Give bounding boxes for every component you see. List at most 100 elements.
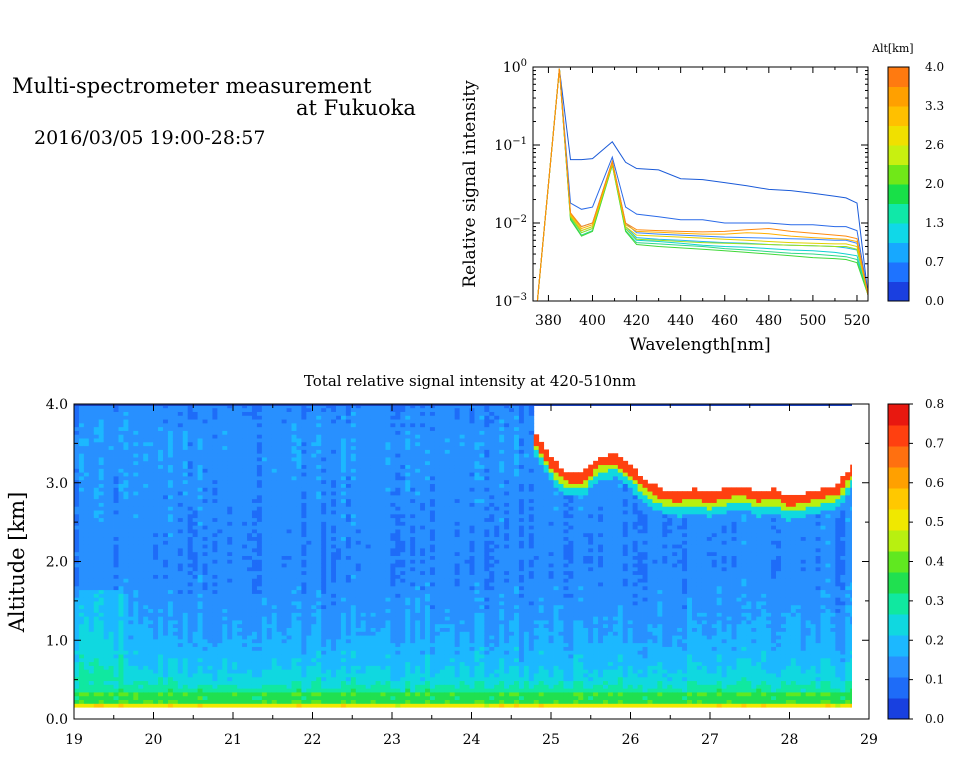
heatmap-cell <box>118 680 124 685</box>
heatmap-cell <box>336 597 342 602</box>
heatmap-cell <box>251 506 258 511</box>
heatmap-cell <box>281 593 287 598</box>
heatmap-cell <box>291 521 297 526</box>
heatmap-cell <box>172 680 179 685</box>
heatmap-cell <box>336 510 342 515</box>
heatmap-cell <box>158 540 164 545</box>
heatmap-cell <box>256 646 263 651</box>
heatmap-cell <box>217 589 223 594</box>
heatmap-cell <box>321 608 327 613</box>
heatmap-cell <box>301 540 307 545</box>
heatmap-cell <box>167 434 174 439</box>
heatmap-cell <box>336 654 342 659</box>
heatmap-cell <box>266 608 273 613</box>
heatmap-cell <box>345 642 352 647</box>
heatmap-cell <box>118 487 124 492</box>
heatmap-cell <box>133 415 139 420</box>
heatmap-cell <box>301 438 307 443</box>
heatmap-cell <box>118 631 124 636</box>
heatmap-cell <box>237 548 243 553</box>
heatmap-cell <box>148 676 154 682</box>
heatmap-cell <box>232 468 238 473</box>
heatmap-cell <box>212 548 218 553</box>
heatmap-cell <box>74 657 80 663</box>
heatmap-cell <box>247 457 253 462</box>
heatmap-cell <box>336 536 342 541</box>
heatmap-cell <box>187 703 194 708</box>
heatmap-cell <box>108 441 114 447</box>
heatmap-cell <box>232 654 238 659</box>
heatmap-cell <box>247 616 253 621</box>
heatmap-cell <box>247 517 253 522</box>
heatmap-cell <box>326 665 332 670</box>
heatmap-cell <box>306 498 312 503</box>
heatmap-cell <box>202 642 208 647</box>
heatmap-cell <box>93 555 100 560</box>
heatmap-cell <box>182 616 189 621</box>
heatmap-cell <box>306 506 312 511</box>
heatmap-cell <box>301 487 307 492</box>
heatmap-cell <box>281 601 287 606</box>
heatmap-cell <box>340 555 347 560</box>
heatmap-cell <box>177 574 184 579</box>
heatmap-cell <box>118 589 124 594</box>
heatmap-cell <box>345 612 352 617</box>
heatmap-cell <box>291 601 297 606</box>
heatmap-cell <box>355 669 362 674</box>
heatmap-cell <box>177 673 184 678</box>
heatmap-cell <box>355 453 362 458</box>
heatmap-cell <box>321 422 327 428</box>
heatmap-cell <box>281 551 287 556</box>
heatmap-cell <box>266 620 273 625</box>
heatmap-cell <box>331 445 337 450</box>
spectrum-x-tick-label: 520 <box>844 313 871 329</box>
heatmap-cell <box>261 419 268 424</box>
heatmap-cell <box>306 676 312 682</box>
heatmap-cell <box>355 445 362 450</box>
measurement-datetime: 2016/03/05 19:00-28:57 <box>34 127 266 149</box>
heatmap-cell <box>167 411 174 416</box>
heatmap-cell <box>301 457 307 462</box>
heatmap-cell <box>197 457 203 462</box>
heatmap-cell <box>207 566 213 572</box>
heatmap-cell <box>202 532 208 538</box>
heatmap-cell <box>98 582 105 587</box>
heatmap-cell <box>192 536 198 541</box>
heatmap-cell <box>281 426 287 431</box>
heatmap-cell <box>276 635 283 640</box>
heatmap-cell <box>331 582 337 587</box>
heatmap-cell <box>271 422 278 428</box>
heatmap-cell <box>113 627 119 632</box>
heatmap-cell <box>182 631 189 636</box>
heatmap-cell <box>350 441 357 447</box>
heatmap-cell <box>138 415 144 420</box>
heatmap-cell <box>355 532 362 538</box>
altitude-colorbar-tick-label: 0.7 <box>925 255 944 269</box>
heatmap-cell <box>350 566 357 572</box>
heatmap-cell <box>212 407 218 412</box>
heatmap-cell <box>118 676 124 682</box>
heatmap-cell <box>113 570 119 575</box>
heatmap-cell <box>321 404 327 409</box>
heatmap-cell <box>187 468 194 473</box>
heatmap-cell <box>247 669 253 674</box>
heatmap-cell <box>202 699 208 704</box>
heatmap-cell <box>326 430 332 435</box>
heatmap-cell <box>296 585 302 591</box>
heatmap-cell <box>271 487 278 492</box>
heatmap-cell <box>345 669 352 674</box>
heatmap-cell <box>365 585 372 591</box>
heatmap-cell <box>242 529 248 534</box>
heatmap-cell <box>326 597 332 602</box>
heatmap-cell <box>316 426 322 431</box>
heatmap-cell <box>212 419 218 424</box>
heatmap-cell <box>365 657 372 663</box>
heatmap-cell <box>271 449 278 454</box>
heatmap-cell <box>187 498 194 503</box>
heatmap-cell <box>291 445 297 450</box>
heatmap-cell <box>321 631 327 636</box>
heatmap-cell <box>340 407 347 412</box>
heatmap-cell <box>202 472 208 477</box>
heatmap-cell <box>256 589 263 594</box>
heatmap-cell <box>153 476 159 481</box>
